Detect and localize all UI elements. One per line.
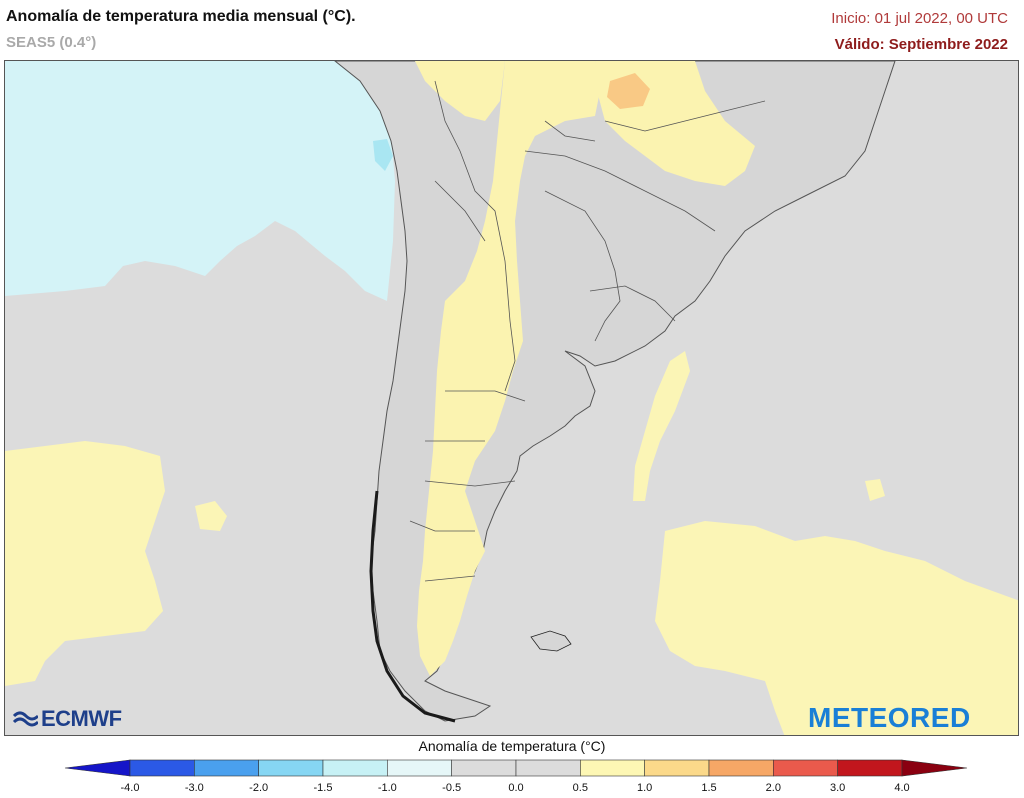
meteored-logo: METEORED bbox=[808, 702, 971, 733]
legend-title: Anomalía de temperatura (°C) bbox=[418, 738, 606, 754]
colorbar-segment bbox=[387, 759, 452, 777]
warm-patch-atlantic-se bbox=[655, 521, 1018, 735]
ecmwf-logo: ECMWF bbox=[12, 706, 122, 732]
warm-patch-small bbox=[195, 501, 227, 531]
colorbar-tick-label: 0.5 bbox=[572, 782, 588, 794]
colorbar-tick-label: 2.0 bbox=[765, 782, 781, 794]
cold-anomaly-pacific bbox=[5, 61, 395, 301]
valid-date: Válido: Septiembre 2022 bbox=[834, 36, 1008, 53]
model-subtitle: SEAS5 (0.4°) bbox=[6, 34, 97, 51]
warm-patch-far-se bbox=[865, 479, 885, 501]
warm-patch-atlantic-ne bbox=[633, 351, 690, 501]
colorbar-tick-label: 4.0 bbox=[894, 782, 910, 794]
colorbar-min-arrow bbox=[64, 759, 131, 777]
colorbar-tick-label: -1.5 bbox=[313, 782, 333, 794]
warm-anomaly-argentina bbox=[417, 61, 600, 676]
colorbar-segment bbox=[580, 759, 645, 777]
colorbar-tick-label: 1.5 bbox=[701, 782, 717, 794]
falkland-islands bbox=[530, 630, 572, 652]
colorbar-segment bbox=[837, 759, 903, 777]
colorbar-segment bbox=[644, 759, 710, 777]
map-title: Anomalía de temperatura media mensual (°… bbox=[6, 8, 356, 25]
cold-blob-coast bbox=[373, 139, 393, 171]
map-canvas bbox=[5, 61, 1018, 735]
colorbar bbox=[64, 759, 968, 777]
warm-core-brazil bbox=[607, 73, 650, 109]
country-borders bbox=[409, 80, 766, 582]
colorbar-segment bbox=[129, 759, 195, 777]
colorbar-segment bbox=[322, 759, 388, 777]
colorbar-segment bbox=[258, 759, 324, 777]
init-date: Inicio: 01 jul 2022, 00 UTC bbox=[831, 10, 1008, 27]
ecmwf-mark-icon bbox=[12, 711, 38, 727]
chile-archipelago bbox=[369, 490, 456, 723]
colorbar-max-arrow bbox=[901, 759, 968, 777]
colorbar-tick-label: -2.0 bbox=[249, 782, 269, 794]
colorbar-segment bbox=[515, 759, 581, 777]
colorbar-tick-label: -3.0 bbox=[184, 782, 204, 794]
anomaly-map[interactable] bbox=[4, 60, 1019, 736]
warm-anomaly-bolivia bbox=[415, 61, 505, 121]
warm-patch-sw bbox=[5, 441, 165, 686]
colorbar-tick-label: -1.0 bbox=[377, 782, 397, 794]
colorbar-tick-label: 0.0 bbox=[508, 782, 524, 794]
ecmwf-logo-text: ECMWF bbox=[41, 706, 122, 731]
colorbar-segment bbox=[773, 759, 838, 777]
colorbar-tick-label: -0.5 bbox=[442, 782, 462, 794]
colorbar-segment bbox=[451, 759, 517, 777]
colorbar-segment bbox=[194, 759, 259, 777]
colorbar-tick-label: 1.0 bbox=[637, 782, 653, 794]
colorbar-tick-label: -4.0 bbox=[120, 782, 140, 794]
colorbar-segment bbox=[708, 759, 774, 777]
colorbar-tick-label: 3.0 bbox=[830, 782, 846, 794]
